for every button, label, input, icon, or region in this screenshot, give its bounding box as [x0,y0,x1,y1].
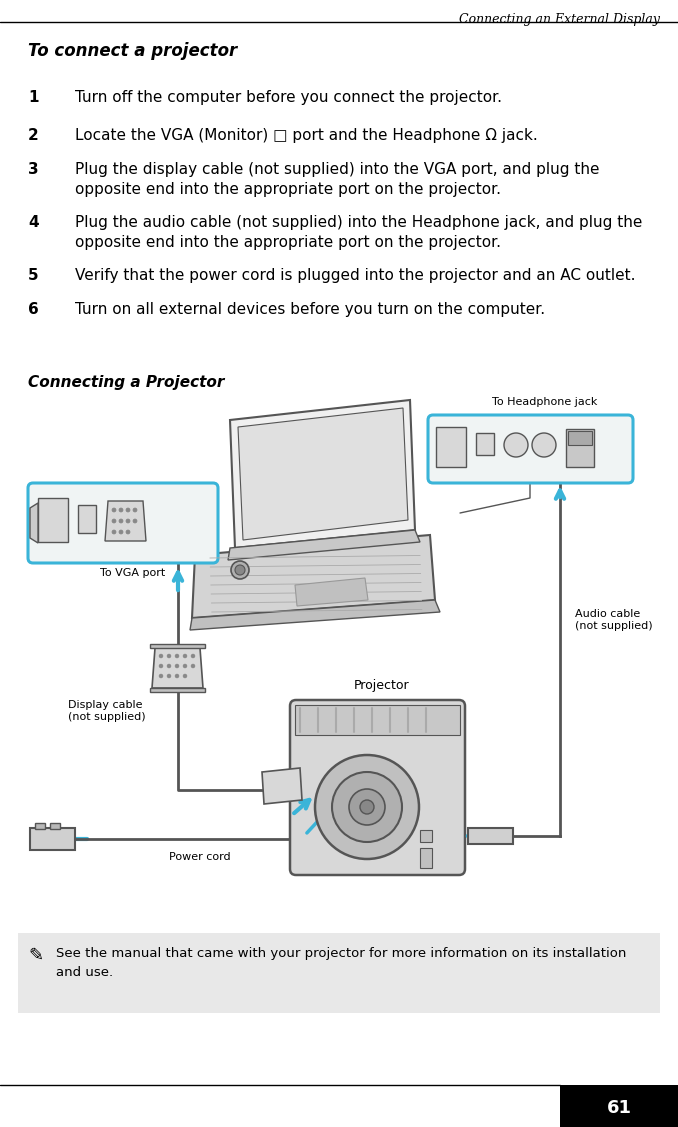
Circle shape [191,654,195,658]
Text: 1: 1 [28,90,39,105]
Bar [295,706,460,735]
Bar [468,828,513,844]
Bar [420,848,432,868]
Circle shape [126,508,130,512]
Text: 61: 61 [607,1099,631,1117]
Circle shape [349,789,385,825]
Text: Power cord: Power cord [170,852,231,862]
Circle shape [126,530,130,534]
Circle shape [532,433,556,458]
FancyBboxPatch shape [28,483,218,564]
Text: 6: 6 [28,302,39,317]
Circle shape [183,674,187,678]
Polygon shape [262,767,302,804]
Text: Projector: Projector [354,678,410,692]
Bar [476,433,494,455]
Polygon shape [190,600,440,630]
Circle shape [504,433,528,458]
Circle shape [112,508,116,512]
Polygon shape [152,648,203,687]
Circle shape [183,654,187,658]
Text: 3: 3 [28,162,39,177]
Text: To connect a projector: To connect a projector [28,42,237,60]
Polygon shape [30,503,38,543]
FancyBboxPatch shape [428,415,633,483]
Bar [566,429,594,467]
Text: Verify that the power cord is plugged into the projector and an AC outlet.: Verify that the power cord is plugged in… [75,268,635,283]
Text: See the manual that came with your projector for more information on its install: See the manual that came with your proje… [56,947,626,979]
Bar [30,828,75,850]
Bar [560,1085,678,1127]
Polygon shape [295,578,368,606]
Bar [436,427,466,467]
Text: Locate the VGA (Monitor) □ port and the Headphone Ω jack.: Locate the VGA (Monitor) □ port and the … [75,128,538,143]
Text: 2: 2 [28,128,39,143]
Circle shape [175,654,179,658]
Text: Turn off the computer before you connect the projector.: Turn off the computer before you connect… [75,90,502,105]
Circle shape [119,520,123,523]
Text: To VGA port: To VGA port [100,568,165,578]
Polygon shape [105,502,146,541]
Circle shape [175,664,179,668]
Text: ✎: ✎ [28,947,43,965]
Circle shape [231,561,249,579]
Text: Display cable
(not supplied): Display cable (not supplied) [68,700,146,721]
Circle shape [183,664,187,668]
Polygon shape [150,644,205,648]
Polygon shape [150,687,205,692]
Bar [35,823,45,829]
Bar [38,498,68,542]
Circle shape [167,674,171,678]
Circle shape [235,565,245,575]
Circle shape [332,772,402,842]
Polygon shape [238,408,408,540]
Circle shape [159,664,163,668]
Circle shape [175,674,179,678]
Text: 4: 4 [28,215,39,230]
Bar [78,505,96,533]
Text: Turn on all external devices before you turn on the computer.: Turn on all external devices before you … [75,302,545,317]
Circle shape [112,520,116,523]
Bar [50,823,60,829]
Circle shape [159,654,163,658]
Circle shape [315,755,419,859]
FancyBboxPatch shape [290,700,465,875]
Circle shape [191,664,195,668]
Bar [568,431,592,445]
Circle shape [119,530,123,534]
Circle shape [167,664,171,668]
Text: 5: 5 [28,268,39,283]
Circle shape [112,530,116,534]
Bar [420,829,432,842]
Circle shape [126,520,130,523]
Text: Audio cable
(not supplied): Audio cable (not supplied) [575,610,653,631]
Text: Connecting a Projector: Connecting a Projector [28,375,224,390]
Text: Plug the audio cable (not supplied) into the Headphone jack, and plug the
opposi: Plug the audio cable (not supplied) into… [75,215,642,250]
Polygon shape [228,530,420,560]
Text: Plug the display cable (not supplied) into the VGA port, and plug the
opposite e: Plug the display cable (not supplied) in… [75,162,599,197]
Circle shape [159,674,163,678]
Polygon shape [192,535,435,618]
Circle shape [133,508,137,512]
Text: To Headphone jack: To Headphone jack [492,397,598,407]
Circle shape [119,508,123,512]
Bar [18,933,660,1013]
Circle shape [167,654,171,658]
Text: Connecting an External Display: Connecting an External Display [459,14,660,26]
Circle shape [360,800,374,814]
Circle shape [133,520,137,523]
Polygon shape [230,400,415,548]
